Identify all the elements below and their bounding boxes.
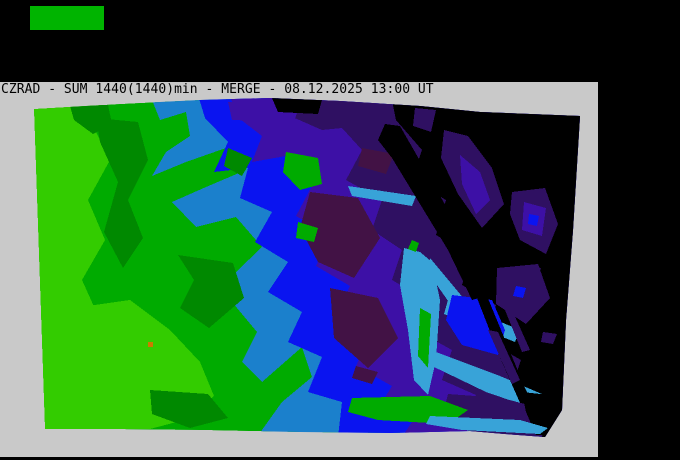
map-region-tealBlue xyxy=(348,186,416,206)
chmu-logo xyxy=(30,6,104,30)
map-region-darkGreen xyxy=(224,148,252,176)
map-region-plum xyxy=(358,148,394,174)
map-region-darkPurple xyxy=(530,266,541,276)
map-region-black xyxy=(391,98,580,437)
image-title: CZRAD - SUM 1440(1440)min - MERGE - 08.1… xyxy=(1,82,434,97)
radar-map-layers xyxy=(34,98,580,437)
map-region-brightBlue xyxy=(513,286,526,298)
map-region-lightGreen xyxy=(34,105,110,429)
map-region-darkPurple xyxy=(413,108,436,132)
map-region-darkGreen xyxy=(178,255,244,328)
map-region-black xyxy=(272,98,322,114)
map-region-indigo xyxy=(460,155,490,214)
map-region-darkGreen xyxy=(150,390,228,428)
map-region-mediumGreen xyxy=(283,152,322,190)
map-region-tealBlue xyxy=(426,416,548,434)
map-region-darkPurple xyxy=(505,310,530,352)
map-region-plum xyxy=(330,288,398,368)
map-region-mediumGreen xyxy=(418,308,431,368)
map-region-darkGreen xyxy=(96,118,148,268)
map-region-mediumGreen xyxy=(296,222,318,242)
map-region-darkPurple xyxy=(541,332,557,344)
map-region-black xyxy=(378,124,486,300)
map-region-darkPurple xyxy=(488,330,520,384)
map-region-orange xyxy=(148,342,153,347)
map-region-plum xyxy=(352,366,378,384)
map-region-mediumGreen xyxy=(408,240,419,252)
map-region-brightBlue xyxy=(528,214,539,226)
map-region-plum xyxy=(300,192,380,278)
